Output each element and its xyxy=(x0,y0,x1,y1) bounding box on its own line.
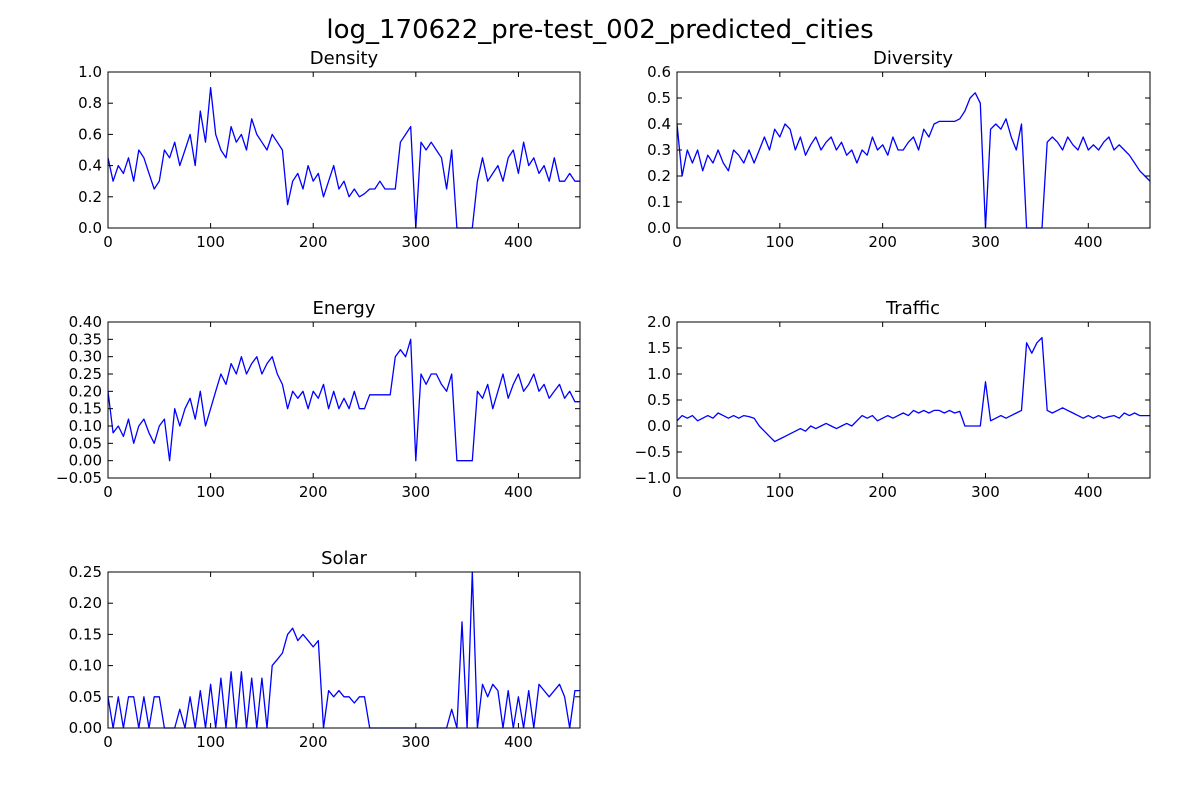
x-tick-label: 200 xyxy=(299,733,328,751)
y-tick-label: 0.00 xyxy=(69,719,102,737)
axes-frame-energy xyxy=(107,321,581,479)
y-tick-label: −0.05 xyxy=(56,469,102,487)
y-tick-label: 1.0 xyxy=(78,63,102,81)
y-tick-label: 0.8 xyxy=(78,94,102,112)
y-tick-label: 0.40 xyxy=(69,313,102,331)
y-tick-label: 0.5 xyxy=(647,391,671,409)
axes-frame-diversity xyxy=(676,71,1151,229)
x-tick-label: 400 xyxy=(504,733,533,751)
x-tick-label: 300 xyxy=(402,733,431,751)
y-tick-label: 0.6 xyxy=(78,125,102,143)
x-tick-label: 400 xyxy=(504,233,533,251)
subplot-title-diversity: Diversity xyxy=(873,48,953,69)
series-line-diversity xyxy=(677,92,1150,229)
subplot-traffic: 0 100 200 300 400 −1.0 −0.5 0.0 0.5 1.0 1.5 2.0 Traf… xyxy=(635,298,1151,501)
x-tick-label: 200 xyxy=(299,483,328,501)
y-tick-label: 0.05 xyxy=(69,688,102,706)
subplot-energy: 0 100 200 300 400−0.050.000.050.100.150.200.… xyxy=(56,298,581,501)
y-tick-label: 0.10 xyxy=(69,417,102,435)
y-tick-label: 0.3 xyxy=(647,141,671,159)
series-line-density xyxy=(108,86,580,229)
subplot-solar: 0 100 200 300 400 0.00 0.05 0.10 0.15 0.20 0.25 Sol… xyxy=(69,548,581,751)
y-tick-label: 0.10 xyxy=(69,657,102,675)
y-tick-label: 0.4 xyxy=(647,115,671,133)
y-tick-label: 0.4 xyxy=(78,157,102,175)
y-tick-label: 1.5 xyxy=(647,339,671,357)
y-tick-label: 0.00 xyxy=(69,452,102,470)
subplot-density: 0 100 200 300 400 0.0 0.2 0.4 0.6 0.8 1.0 Density xyxy=(78,48,581,251)
y-tick-label: 0.6 xyxy=(647,63,671,81)
x-tick-label: 400 xyxy=(1074,233,1103,251)
subplot-title-density: Density xyxy=(310,48,379,69)
y-tick-label: 0.15 xyxy=(69,625,102,643)
y-tick-label: 0.05 xyxy=(69,434,102,452)
x-tick-label: 100 xyxy=(196,733,225,751)
series-line-energy xyxy=(108,338,580,462)
y-tick-label: 0.15 xyxy=(69,400,102,418)
x-tick-label: 200 xyxy=(868,483,897,501)
y-tick-label: 0.25 xyxy=(69,563,102,581)
x-tick-label: 300 xyxy=(971,233,1000,251)
axes-frame-solar xyxy=(107,571,581,729)
x-tick-label: 200 xyxy=(299,233,328,251)
x-tick-label: 200 xyxy=(868,233,897,251)
x-tick-label: 0 xyxy=(103,733,113,751)
y-tick-label: 0.20 xyxy=(69,382,102,400)
x-tick-label: 0 xyxy=(103,233,113,251)
x-tick-label: 0 xyxy=(672,483,682,501)
y-tick-label: 0.0 xyxy=(647,219,671,237)
y-tick-label: 0.20 xyxy=(69,594,102,612)
x-tick-label: 100 xyxy=(766,483,795,501)
subplot-title-energy: Energy xyxy=(312,298,375,319)
axes-frame-traffic xyxy=(676,321,1151,479)
x-tick-label: 400 xyxy=(504,483,533,501)
y-tick-label: −1.0 xyxy=(635,469,671,487)
series-line-solar xyxy=(108,571,580,729)
y-tick-label: 0.0 xyxy=(78,219,102,237)
y-tick-label: 0.30 xyxy=(69,348,102,366)
figure-title: log_170622_pre-test_002_predicted_cities xyxy=(326,15,873,45)
x-tick-label: 100 xyxy=(196,233,225,251)
x-tick-label: 100 xyxy=(196,483,225,501)
subplot-diversity: 0 100 200 300 400 0.0 0.1 0.2 0.3 0.4 0.5 0.6 Divers… xyxy=(647,48,1151,251)
y-tick-label: 0.35 xyxy=(69,330,102,348)
y-tick-label: 0.2 xyxy=(78,188,102,206)
y-tick-label: 0.5 xyxy=(647,89,671,107)
axes-frame-density xyxy=(107,71,581,229)
y-tick-label: −0.5 xyxy=(635,443,671,461)
x-tick-label: 100 xyxy=(766,233,795,251)
x-tick-label: 300 xyxy=(971,483,1000,501)
subplot-title-solar: Solar xyxy=(321,548,367,569)
x-tick-label: 300 xyxy=(402,233,431,251)
y-tick-label: 0.0 xyxy=(647,417,671,435)
y-tick-label: 0.2 xyxy=(647,167,671,185)
x-tick-label: 0 xyxy=(103,483,113,501)
x-tick-label: 300 xyxy=(402,483,431,501)
y-tick-label: 0.25 xyxy=(69,365,102,383)
x-tick-label: 400 xyxy=(1074,483,1103,501)
subplot-title-traffic: Traffic xyxy=(885,298,940,319)
x-tick-label: 0 xyxy=(672,233,682,251)
y-tick-label: 1.0 xyxy=(647,365,671,383)
series-line-traffic xyxy=(677,336,1150,443)
y-tick-label: 0.1 xyxy=(647,193,671,211)
y-tick-label: 2.0 xyxy=(647,313,671,331)
